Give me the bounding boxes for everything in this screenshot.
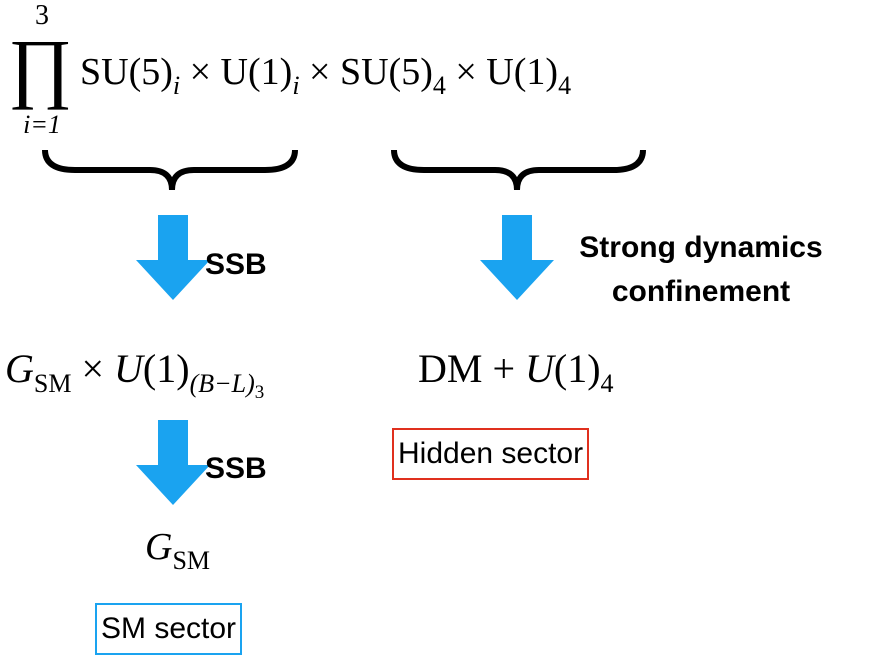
lower-limit: i=1 [23, 110, 61, 139]
rest: (1) [142, 346, 190, 391]
arrow [136, 420, 210, 505]
u: U [114, 346, 143, 391]
left-formula: GSM × U(1)(B−L)3 [5, 345, 264, 403]
sub: 4 [600, 369, 614, 398]
g: G [5, 346, 34, 391]
strong-line: Strong dynamics [579, 231, 823, 264]
sm-sector-box: SM sector [95, 603, 243, 655]
ssb-label: SSB [205, 248, 267, 281]
sub: SM [172, 546, 211, 575]
right-brace [391, 149, 646, 191]
sub: (B−L)3 [189, 369, 265, 403]
sub: SM [33, 369, 72, 398]
term: SU(5) [80, 51, 173, 93]
right-formula: DM + U(1)4 [418, 345, 614, 398]
term-sub: 4 [558, 71, 572, 100]
term: × U(1) [189, 51, 293, 93]
term-sub: i [172, 71, 181, 100]
left-brace [42, 149, 298, 191]
term: × SU(5) [309, 51, 433, 93]
u: U [525, 346, 554, 391]
strong-line: confinement [611, 275, 791, 308]
top-formula: SU(5)i × U(1)i × SU(5)4 × U(1)4 [80, 50, 571, 100]
strong-label: Strong dynamics confinement [560, 226, 842, 314]
bottom-formula: GSM [145, 525, 210, 575]
times: × [81, 346, 105, 391]
arrow [136, 215, 210, 300]
sub-text: (B−L) [189, 369, 255, 398]
arrow [480, 215, 554, 300]
hidden-sector-box: Hidden sector [392, 428, 590, 480]
term-sub: i [292, 71, 300, 100]
dm: DM + [418, 346, 516, 391]
term: × U(1) [455, 51, 559, 93]
term-sub: 4 [432, 71, 446, 100]
subsub: 3 [254, 382, 265, 403]
g: G [145, 526, 173, 568]
rest: (1) [553, 346, 601, 391]
product-symbol: ∏ [8, 23, 73, 110]
upper-limit: 3 [35, 0, 49, 31]
ssb-label: SSB [205, 452, 267, 485]
